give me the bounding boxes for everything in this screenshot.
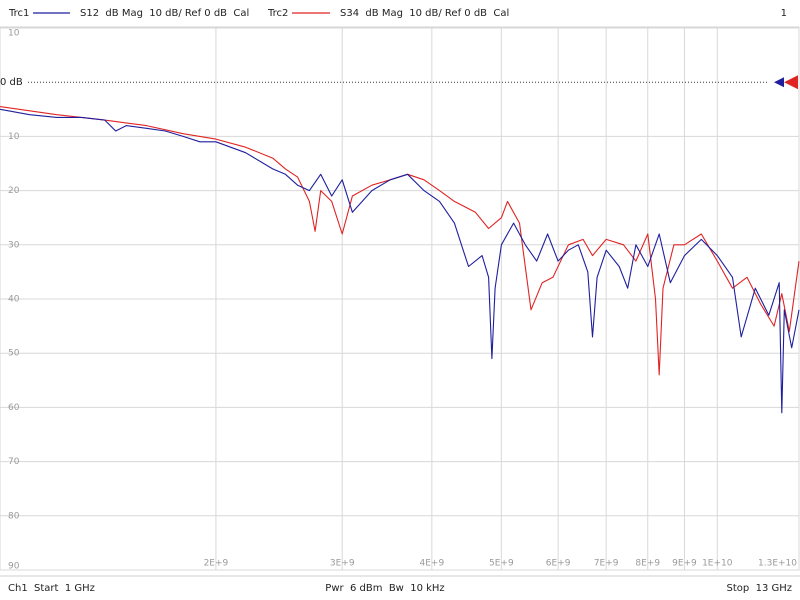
trace <box>0 108 800 414</box>
trace-description: S12 dB Mag 10 dB/ Ref 0 dB Cal <box>80 8 249 19</box>
reference-marker <box>784 75 798 90</box>
y-tick-label: 50 <box>8 349 20 359</box>
trace-name: Trc1 <box>8 8 29 19</box>
reference-label: 0 dB <box>0 77 23 88</box>
footer-stop: Stop 13 GHz <box>726 583 792 594</box>
footer-start: Ch1 Start 1 GHz <box>8 583 95 594</box>
y-tick-label: 10 <box>8 132 20 142</box>
x-tick-label: 9E+9 <box>672 559 697 569</box>
y-tick-label: 60 <box>8 403 20 413</box>
x-tick-label: 1.3E+10 <box>758 559 797 569</box>
y-tick-label: 80 <box>8 511 20 521</box>
x-tick-label: 8E+9 <box>635 559 660 569</box>
y-tick-label: 10 <box>8 29 20 39</box>
footer-power: Pwr 6 dBm Bw 10 kHz <box>325 583 444 594</box>
x-tick-label: 6E+9 <box>546 559 571 569</box>
trace <box>0 106 800 376</box>
y-tick-label: 90 <box>8 562 20 572</box>
channel-number: 1 <box>781 8 787 19</box>
trace-description: S34 dB Mag 10 dB/ Ref 0 dB Cal <box>340 8 509 19</box>
x-tick-label: 3E+9 <box>330 559 355 569</box>
y-tick-label: 30 <box>8 240 20 250</box>
reference-marker <box>774 77 784 88</box>
y-tick-label: 40 <box>8 295 20 305</box>
x-tick-label: 2E+9 <box>204 559 229 569</box>
y-tick-label: 70 <box>8 457 20 467</box>
trace-name: Trc2 <box>267 8 288 19</box>
y-tick-label: 20 <box>8 186 20 196</box>
x-tick-label: 7E+9 <box>594 559 619 569</box>
x-tick-label: 1E+10 <box>702 559 733 569</box>
x-tick-label: 4E+9 <box>419 559 444 569</box>
x-tick-label: 5E+9 <box>489 559 514 569</box>
